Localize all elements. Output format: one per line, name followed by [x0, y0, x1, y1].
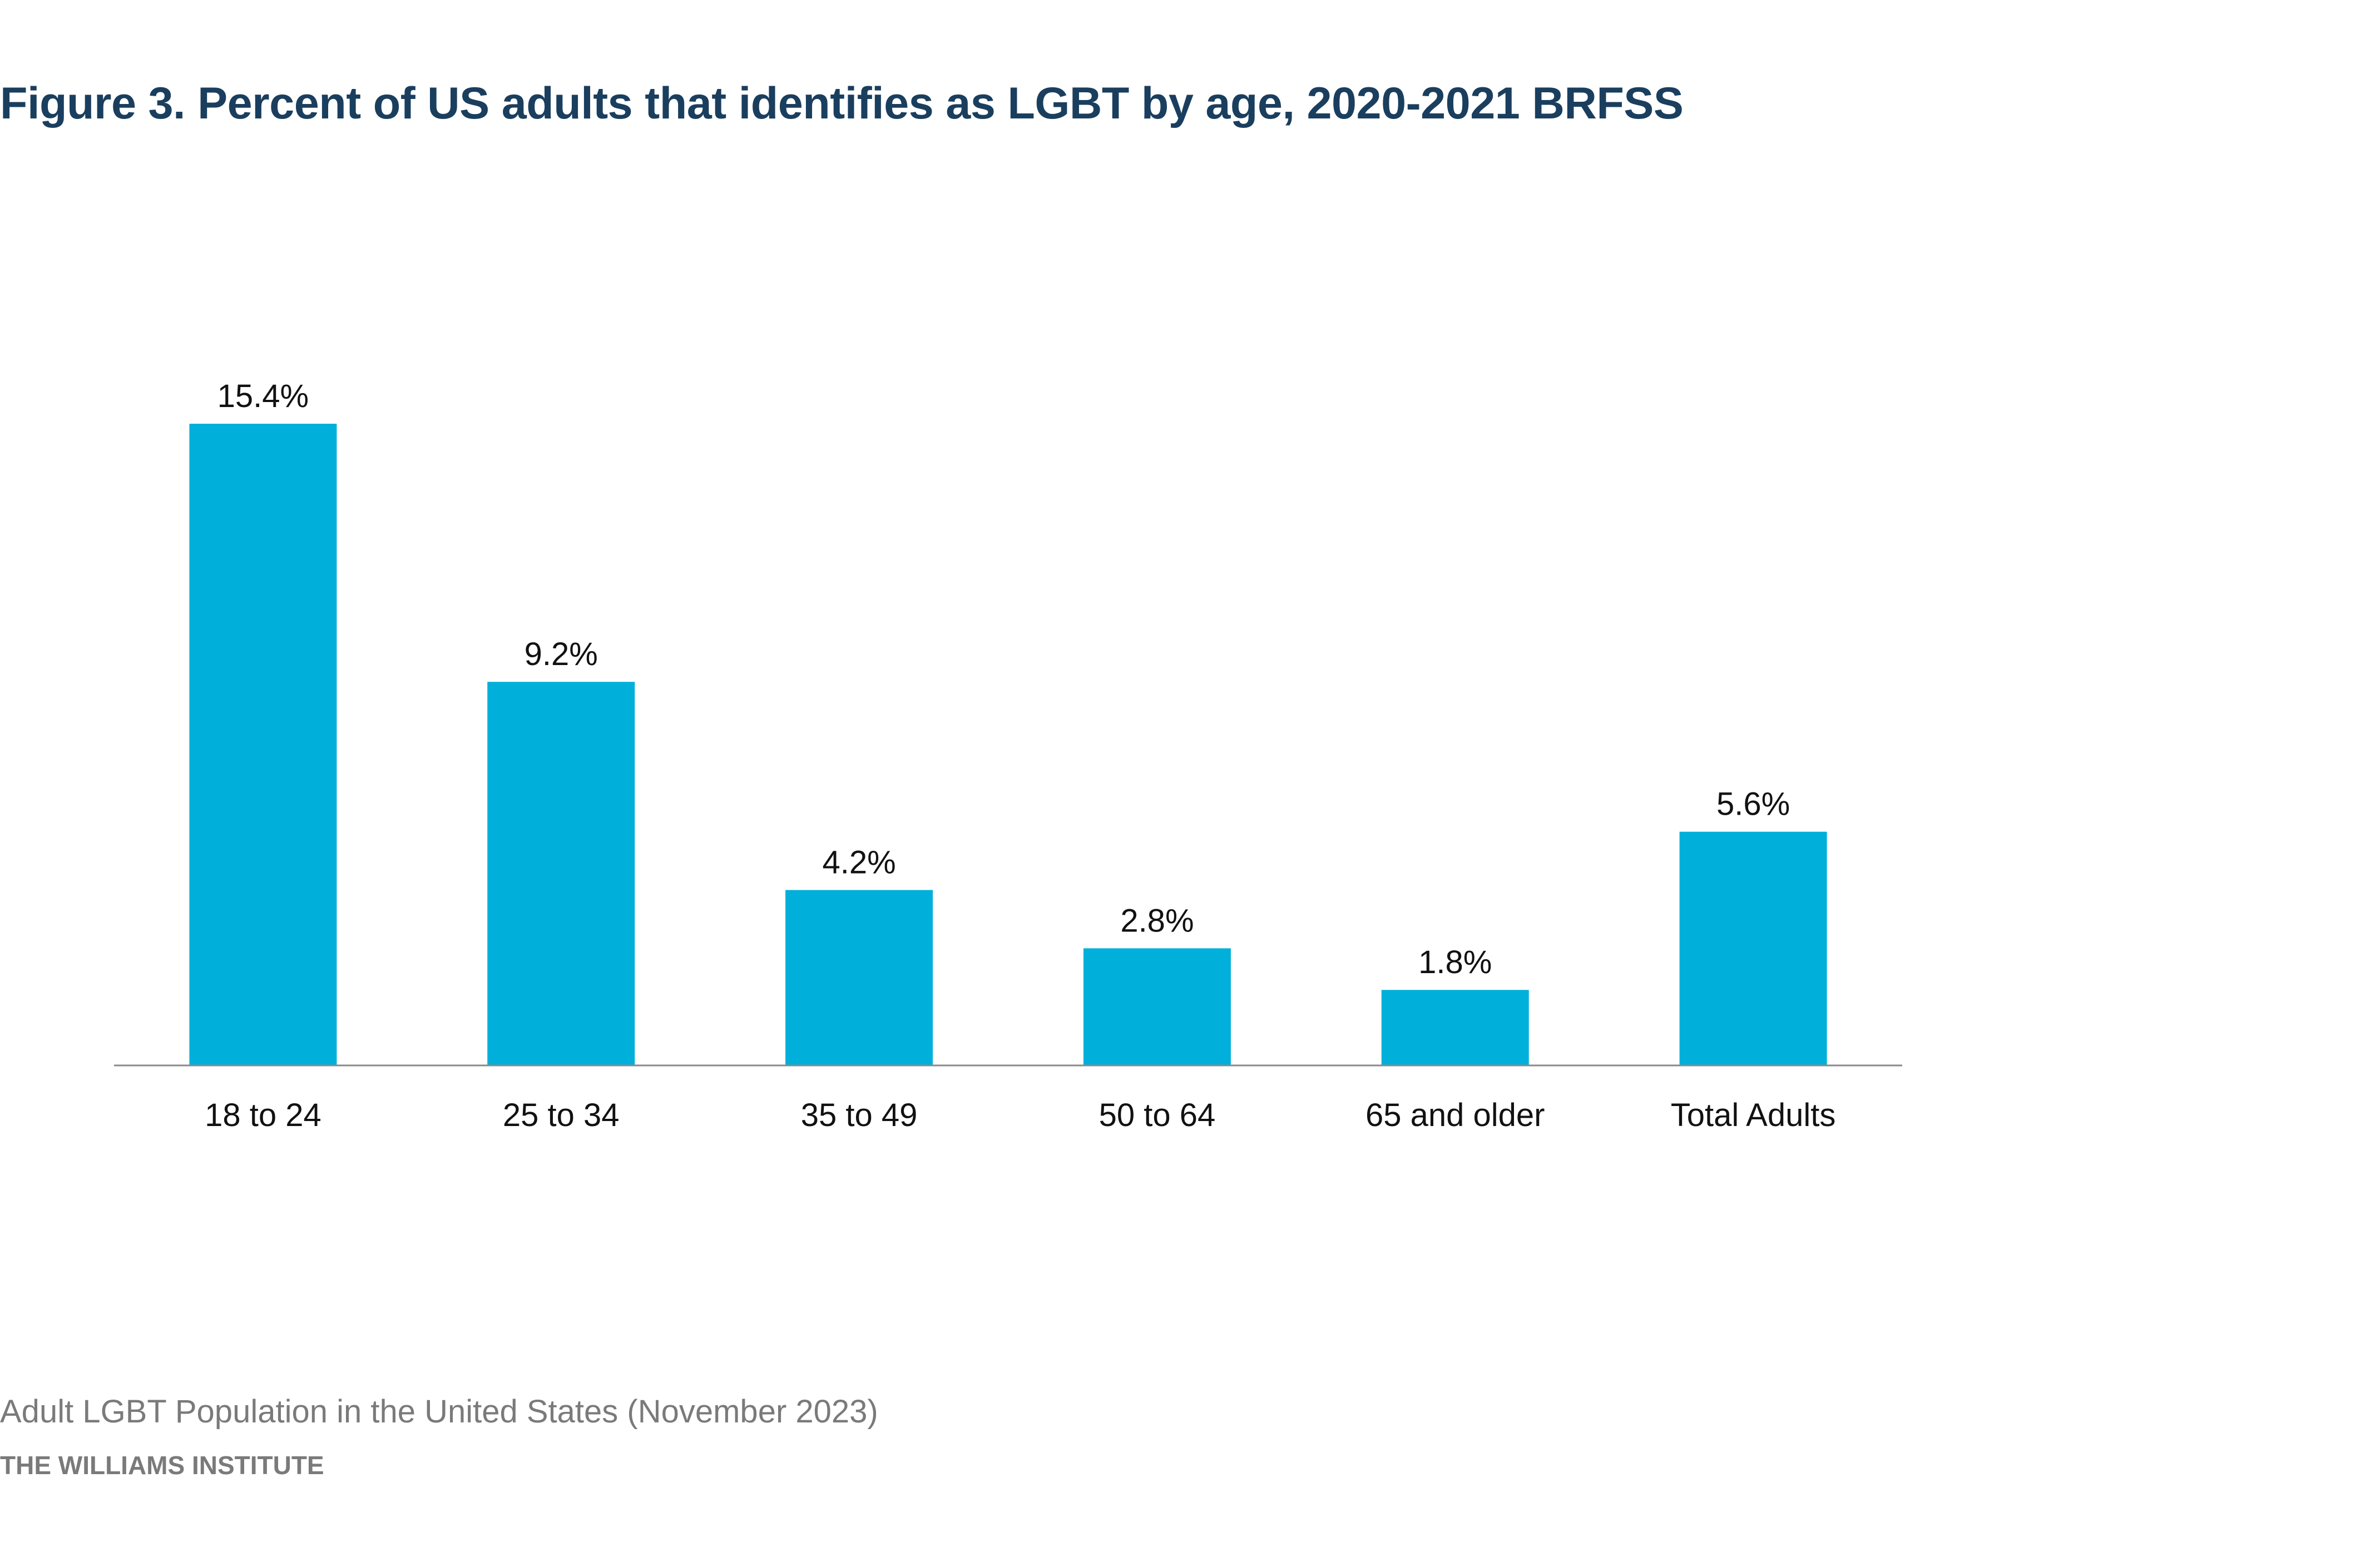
- data-label-2: 4.2%: [822, 845, 895, 881]
- bar-2: [785, 890, 933, 1065]
- x-tick-label-1: 25 to 34: [503, 1097, 620, 1133]
- data-label-4: 1.8%: [1418, 944, 1492, 980]
- x-tick-label-0: 18 to 24: [205, 1097, 321, 1133]
- bar-0: [189, 424, 337, 1065]
- x-tick-label-5: Total Adults: [1671, 1097, 1836, 1133]
- data-labels-group: 15.4% 9.2% 4.2% 2.8% 1.8% 5.6%: [217, 378, 1790, 980]
- bar-3: [1083, 948, 1231, 1065]
- footer-organization: THE WILLIAMS INSTITUTE: [0, 1451, 324, 1480]
- x-tick-label-2: 35 to 49: [801, 1097, 918, 1133]
- x-tick-label-4: 65 and older: [1365, 1097, 1545, 1133]
- data-label-5: 5.6%: [1716, 786, 1790, 822]
- bars-group: [189, 424, 1827, 1065]
- bar-5: [1679, 831, 1827, 1065]
- data-label-0: 15.4%: [217, 378, 309, 414]
- x-tick-labels-group: 18 to 24 25 to 34 35 to 49 50 to 64 65 and o…: [205, 1097, 1835, 1133]
- x-tick-label-3: 50 to 64: [1099, 1097, 1216, 1133]
- chart-title: Figure 3. Percent of US adults that iden…: [0, 78, 1684, 128]
- data-label-3: 2.8%: [1120, 903, 1194, 939]
- bar-4: [1381, 990, 1529, 1065]
- footer-source: Adult LGBT Population in the United Stat…: [0, 1394, 878, 1430]
- data-label-1: 9.2%: [525, 636, 598, 672]
- bar-1: [487, 682, 635, 1065]
